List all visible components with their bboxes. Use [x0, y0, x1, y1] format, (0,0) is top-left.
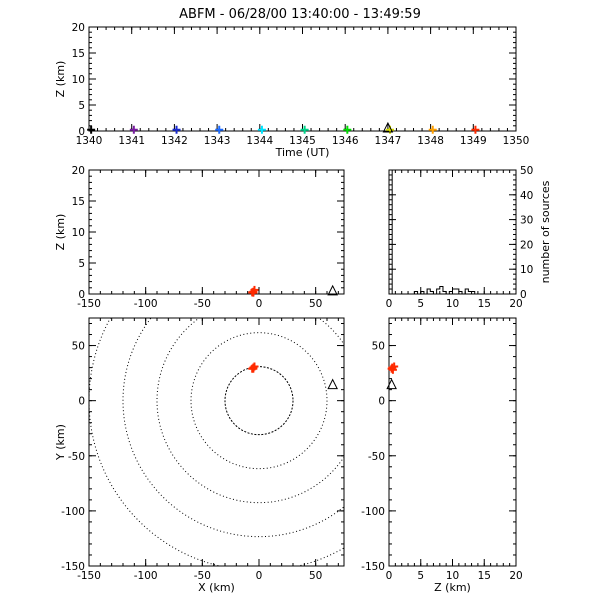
y-tick-label: 40	[520, 190, 533, 202]
y-tick-label: -50	[68, 451, 85, 463]
x-tick-label: -150	[77, 570, 101, 582]
x-tick-label: 50	[309, 298, 322, 310]
plot-frame	[88, 317, 345, 567]
x-tick-label: 10	[446, 298, 459, 310]
y-axis-label: Y (km)	[54, 424, 67, 461]
y-tick-label: 10	[520, 264, 533, 276]
x-tick-label: 50	[309, 570, 322, 582]
station-marker	[327, 284, 338, 296]
x-tick-label: -50	[194, 570, 211, 582]
x-tick-label: 1349	[460, 135, 487, 147]
range-ring	[122, 318, 344, 538]
x-tick-label: -150	[77, 298, 101, 310]
x-tick-label: 1340	[76, 135, 103, 147]
x-axis-label: Z (km)	[434, 581, 471, 594]
y-tick-label: 30	[520, 215, 533, 227]
x-tick-label: 1341	[118, 135, 145, 147]
station-marker	[386, 378, 397, 390]
y-tick-label: 15	[72, 48, 85, 60]
y-tick-label: 15	[72, 196, 85, 208]
x-tick-label: 1347	[375, 135, 402, 147]
x-tick-label: 1343	[204, 135, 231, 147]
y-tick-label: 10	[72, 227, 85, 239]
range-ring	[156, 318, 344, 504]
z-y-panel: 0 5 10 15 20 -150 -100 -50 0 50 Z (km)	[361, 317, 523, 594]
x-tick-label: 20	[509, 570, 522, 582]
plot-frame	[88, 26, 517, 132]
y-axis-label: number of sources	[539, 180, 552, 283]
y-tick-label: -150	[361, 561, 385, 573]
y-tick-label: 50	[72, 341, 85, 353]
range-ring	[190, 332, 328, 470]
x-tick-label: 0	[256, 298, 263, 310]
y-tick-label: 20	[72, 22, 85, 34]
y-tick-label: 10	[72, 74, 85, 86]
y-tick-label: 5	[78, 258, 85, 270]
histogram-bars	[388, 169, 516, 295]
y-tick-label: -150	[61, 561, 85, 573]
x-tick-label: 5	[417, 298, 424, 310]
y-tick-label: 0	[378, 396, 385, 408]
x-tick-label: 1348	[417, 135, 444, 147]
figure-title: ABFM - 06/28/00 13:40:00 - 13:49:59	[179, 7, 421, 22]
x-tick-label: 1350	[503, 135, 530, 147]
x-tick-label: 1345	[289, 135, 316, 147]
y-tick-label: -100	[61, 506, 85, 518]
y-tick-label: 50	[520, 165, 533, 177]
y-tick-label: 0	[78, 126, 85, 138]
x-tick-label: 1344	[246, 135, 273, 147]
x-tick-label: 1346	[332, 135, 359, 147]
y-tick-label: 20	[72, 165, 85, 177]
x-axis-label: X (km)	[198, 581, 235, 594]
y-tick-label: 0	[78, 396, 85, 408]
plan-view-panel: -150 -100 -50 0 50 -150 -100 -50 0 50 X (km) Y (km)	[54, 317, 345, 594]
y-tick-label: 5	[78, 100, 85, 112]
x-tick-label: -100	[134, 298, 158, 310]
y-axis-label: Z (km)	[54, 61, 67, 98]
y-tick-label: 50	[372, 341, 385, 353]
range-ring	[224, 366, 294, 436]
time-height-panel: 1340 1341 1342 1343 1344 1345 1346 1347 1348 1349…	[54, 22, 529, 159]
station-marker	[382, 121, 394, 133]
x-tick-label: 0	[386, 570, 393, 582]
y-tick-label: 20	[520, 239, 533, 251]
x-tick-label: 1342	[161, 135, 188, 147]
x-z-panel: -150 -100 -50 0 50 0 5 10 15 20 Z (km)	[54, 165, 345, 310]
plot-frame	[88, 169, 345, 295]
y-tick-label: 0	[520, 289, 527, 301]
y-axis-label: Z (km)	[54, 214, 67, 251]
x-tick-label: -50	[194, 298, 211, 310]
x-tick-label: -100	[134, 570, 158, 582]
range-rings	[89, 318, 344, 566]
plot-frame	[388, 169, 517, 295]
x-tick-label: 10	[446, 570, 459, 582]
x-tick-label: 15	[478, 570, 491, 582]
x-tick-label: 5	[417, 570, 424, 582]
y-tick-label: -100	[361, 506, 385, 518]
plot-frame	[388, 317, 517, 567]
x-tick-label: 15	[478, 298, 491, 310]
y-tick-label: 0	[78, 289, 85, 301]
x-tick-label: 0	[256, 570, 263, 582]
y-tick-label: -50	[368, 451, 385, 463]
station-marker	[327, 378, 338, 390]
x-axis-label: Time (UT)	[275, 146, 330, 159]
x-tick-label: 20	[509, 298, 522, 310]
x-tick-label: 0	[386, 298, 393, 310]
